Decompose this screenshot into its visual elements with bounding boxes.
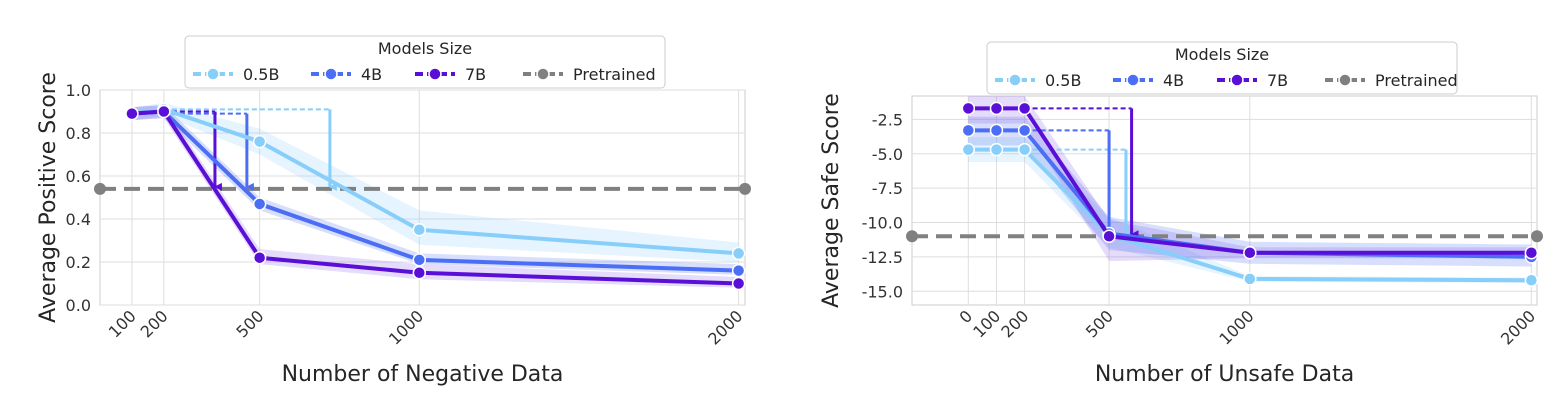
data-point-7B [731, 276, 746, 291]
legend-marker-Pretrained [536, 67, 550, 81]
y-axis-label: Average Safe Score [819, 93, 844, 308]
y-tick-label: 0.4 [66, 210, 91, 229]
legend-title: Models Size [378, 39, 472, 58]
data-point-7B [157, 104, 171, 119]
y-tick-label: 1.0 [66, 81, 91, 100]
y-tick-label: 0.8 [66, 124, 91, 143]
legend-marker-Pretrained [1338, 73, 1352, 87]
legend-marker-0.5B [206, 67, 220, 81]
legend: Models Size 0.5B 4B 7B Pretrained [986, 41, 1458, 95]
data-point-7B [412, 266, 427, 280]
x-tick-label: 1000 [1215, 306, 1257, 348]
y-tick-label: 0.6 [66, 167, 91, 186]
legend-marker-7B [1230, 73, 1244, 87]
legend-label-4B: 4B [361, 65, 382, 84]
legend-marker-7B [428, 67, 442, 81]
y-tick-label: -12.5 [862, 248, 903, 267]
data-point-4B [252, 197, 267, 211]
legend-label-7B: 7B [1267, 71, 1288, 90]
x-tick-label: 200 [997, 306, 1032, 341]
data-point-7B [1243, 246, 1257, 260]
data-point-7B [252, 250, 267, 265]
data-point-7B [125, 106, 139, 121]
x-tick-label: 100 [105, 306, 140, 341]
data-point-7B [989, 101, 1004, 116]
legend: Models Size 0.5B 4B 7B Pretrained [184, 35, 666, 89]
data-point-4B [961, 123, 976, 138]
legend-label-0.5B: 0.5B [243, 65, 279, 84]
confidence-band-0.5B [131, 102, 739, 263]
x-tick-label: 200 [137, 306, 172, 341]
data-point-0.5B [1243, 272, 1257, 286]
x-axis-label: Number of Unsafe Data [1095, 362, 1354, 387]
data-point-7B [961, 101, 976, 116]
data-point-4B [1017, 123, 1032, 138]
legend-label-0.5B: 0.5B [1045, 71, 1081, 90]
x-tick-label: 1000 [385, 306, 427, 348]
data-point-7B [1102, 229, 1116, 243]
data-point-0.5B [961, 142, 976, 157]
y-tick-label: -5.0 [872, 145, 903, 164]
y-tick-label: -2.5 [872, 110, 903, 129]
legend-marker-4B [324, 67, 338, 81]
legend-label-Pretrained: Pretrained [573, 65, 656, 84]
data-point-0.5B [1524, 273, 1539, 287]
data-point-0.5B [1017, 142, 1032, 157]
data-point-0.5B [252, 134, 267, 149]
data-point-7B [1524, 246, 1539, 260]
legend-label-Pretrained: Pretrained [1375, 71, 1458, 90]
x-tick-label: 2000 [704, 306, 746, 348]
pretrained-baseline-marker [906, 230, 918, 243]
y-tick-label: -10.0 [862, 214, 903, 233]
x-tick-label: 100 [969, 306, 1004, 341]
y-tick-label: -15.0 [862, 282, 903, 301]
legend-label-4B: 4B [1163, 71, 1184, 90]
data-point-0.5B [989, 142, 1004, 157]
x-tick-label: 500 [1082, 306, 1117, 341]
confidence-band-0.5B [968, 137, 1532, 283]
x-axis-label: Number of Negative Data [282, 362, 564, 387]
pretrained-baseline-marker [739, 182, 751, 195]
pretrained-baseline-marker [1531, 230, 1543, 243]
data-point-4B [412, 253, 427, 267]
pretrained-baseline-marker [94, 182, 106, 195]
data-point-4B [989, 123, 1004, 138]
x-tick-label: 2000 [1497, 306, 1539, 348]
y-tick-label: -7.5 [872, 179, 903, 198]
data-point-7B [1017, 101, 1032, 116]
legend-marker-4B [1126, 73, 1140, 87]
x-tick-label: 500 [232, 306, 267, 341]
legend-marker-0.5B [1008, 73, 1022, 87]
data-point-0.5B [731, 246, 746, 261]
data-point-0.5B [412, 223, 427, 237]
data-point-4B [731, 263, 746, 278]
legend-label-7B: 7B [465, 65, 486, 84]
y-tick-label: 0.0 [66, 296, 91, 315]
y-axis-label: Average Positive Score [36, 72, 61, 323]
legend-title: Models Size [1175, 45, 1269, 64]
y-tick-label: 0.2 [66, 253, 91, 272]
